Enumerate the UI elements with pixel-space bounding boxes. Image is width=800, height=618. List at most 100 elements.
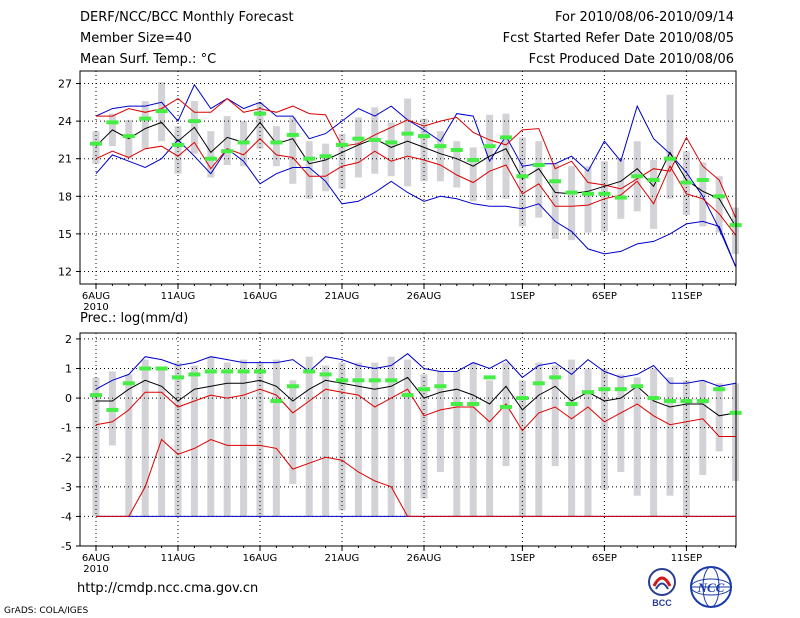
prec-x-tick-label: 6AUG	[82, 553, 110, 564]
prec-ensemble-box	[469, 362, 477, 517]
temp-obs-marker	[221, 149, 234, 154]
prec-obs-marker	[352, 378, 365, 383]
prec-obs-marker	[286, 384, 299, 389]
temp-y-tick-label: 15	[58, 228, 72, 241]
chart-title: DERF/NCC/BCC Monthly Forecast	[80, 10, 294, 25]
temp-ensemble-box	[453, 141, 461, 188]
prec-ensemble-box	[240, 359, 248, 517]
prec-ensemble-box	[174, 362, 182, 517]
forecast-produced-date: Fcst Produced Date 2010/08/06	[528, 52, 734, 67]
prec-x-tick-label: 11SEP	[671, 553, 702, 564]
temp-x-tick-label: 2010	[83, 302, 108, 313]
prec-ensemble-box	[486, 380, 494, 517]
prec-ensemble-box	[158, 368, 166, 517]
prec-obs-marker	[680, 399, 693, 404]
prec-p10-line	[95, 388, 736, 437]
temp-obs-marker	[336, 142, 348, 147]
temp-ensemble-box	[650, 159, 658, 229]
prec-low-line	[96, 438, 736, 517]
prec-ensemble-box	[125, 374, 133, 517]
temp-mean-line	[95, 121, 737, 227]
prec-obs-marker	[106, 407, 119, 412]
temp-y-tick-label: 18	[58, 190, 72, 203]
prec-y-tick-label: 1	[65, 363, 72, 376]
temp-obs-marker	[401, 131, 414, 136]
temp-obs-marker	[237, 140, 250, 145]
temp-ensemble-box	[125, 119, 133, 159]
temp-max-line	[95, 83, 737, 267]
prec-obs-marker	[368, 378, 381, 383]
prec-obs-marker	[500, 404, 512, 409]
prec-obs-marker	[631, 384, 644, 389]
temp-obs-marker	[614, 195, 627, 200]
prec-ensemble-box	[404, 359, 412, 517]
temp-x-tick-label: 21AUG	[325, 291, 360, 302]
forecast-start-date: Fcst Started Refer Date 2010/08/05	[502, 31, 734, 46]
temp-obs-marker	[368, 137, 381, 142]
prec-ensemble-box	[223, 362, 231, 517]
prec-obs-marker	[254, 369, 266, 374]
temp-obs-marker	[680, 180, 693, 185]
prec-obs-marker	[598, 387, 611, 392]
temp-obs-marker	[418, 134, 430, 139]
temp-p10-line	[95, 137, 736, 236]
temp-x-tick-label: 11SEP	[671, 291, 702, 302]
temp-obs-marker	[270, 140, 283, 145]
prec-y-tick-label: -5	[61, 540, 72, 553]
temp-obs-marker	[204, 156, 217, 161]
prec-ensemble-box	[584, 368, 592, 517]
temp-x-tick-label: 6SEP	[592, 291, 617, 302]
source-url[interactable]: http://cmdp.ncc.cma.gov.cn	[77, 581, 259, 596]
temp-ensemble-box	[518, 137, 526, 227]
prec-obs-marker	[532, 381, 545, 386]
prec-obs-marker	[647, 396, 660, 401]
prec-obs-marker	[516, 396, 529, 401]
temp-obs-marker	[483, 144, 496, 149]
temp-x-tick-label: 6AUG	[82, 291, 110, 302]
header-right: For 2010/08/06-2010/09/14 Fcst Started R…	[503, 10, 734, 73]
temp-ensemble-box	[207, 131, 215, 178]
temp-ensemble-box	[715, 176, 723, 233]
prec-y-tick-label: -2	[61, 451, 72, 464]
temp-obs-marker	[319, 154, 332, 159]
prec-y-tick-label: -1	[61, 422, 72, 435]
temp-obs-marker	[286, 132, 299, 137]
prec-ensemble-box	[322, 365, 330, 517]
prec-ensemble-box	[699, 380, 707, 475]
temp-obs-marker	[565, 190, 578, 195]
prec-obs-marker	[319, 372, 332, 377]
temp-ensemble-box	[174, 126, 182, 174]
prec-x-tick-label: 11AUG	[161, 553, 196, 564]
prec-obs-marker	[270, 399, 283, 404]
prec-obs-marker	[582, 390, 594, 395]
prec-ensemble-box	[338, 362, 346, 511]
header-left: DERF/NCC/BCC Monthly Forecast Member Siz…	[80, 10, 294, 73]
ncc-logo-text: NCC	[697, 580, 725, 595]
temp-y-tick-label: 12	[58, 265, 72, 278]
temp-ensemble-box	[469, 147, 477, 202]
temp-obs-marker	[385, 140, 398, 145]
prec-obs-marker	[713, 387, 726, 392]
prec-obs-marker	[188, 372, 201, 377]
prec-obs-marker	[303, 369, 316, 374]
prec-ensemble-box	[568, 359, 576, 517]
prec-x-tick-label: 16AUG	[243, 553, 278, 564]
temp-obs-marker	[500, 135, 512, 140]
temp-obs-marker	[450, 147, 463, 152]
temp-obs-marker	[582, 191, 594, 196]
prec-ensemble-box	[207, 356, 215, 517]
prec-obs-marker	[401, 393, 414, 398]
prec-ensemble-box	[190, 365, 198, 517]
temp-y-tick-label: 21	[58, 153, 72, 166]
prec-y-tick-label: 2	[65, 333, 72, 346]
prec-x-tick-label: 21AUG	[325, 553, 360, 564]
prec-obs-marker	[155, 366, 168, 371]
temp-ensemble-box	[502, 113, 510, 199]
prec-y-tick-label: -3	[61, 481, 72, 494]
forecast-period: For 2010/08/06-2010/09/14	[555, 10, 734, 25]
temp-obs-marker	[434, 144, 447, 149]
temp-obs-marker	[647, 178, 660, 183]
